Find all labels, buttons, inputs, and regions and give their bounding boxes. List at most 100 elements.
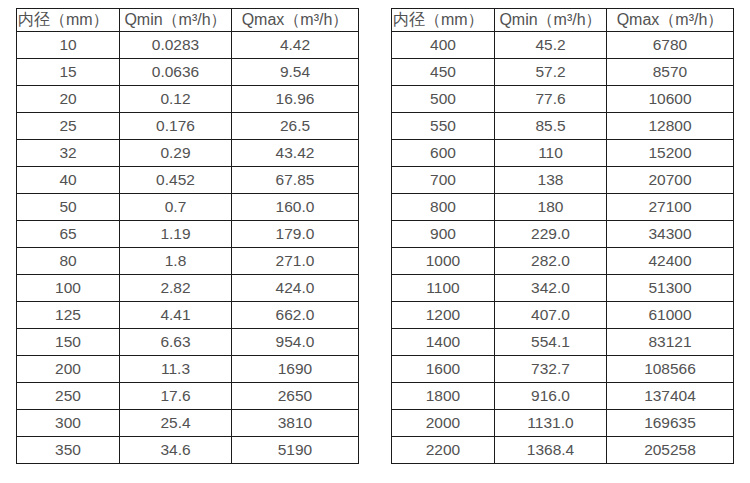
table-row: 200.1216.96 bbox=[17, 86, 359, 113]
table-row: 1002.82424.0 bbox=[17, 275, 359, 302]
qmax-cell: 3810 bbox=[232, 410, 359, 437]
diameter-cell: 100 bbox=[17, 275, 120, 302]
qmax-cell: 160.0 bbox=[232, 194, 359, 221]
qmax-cell: 83121 bbox=[607, 329, 734, 356]
qmax-cell: 662.0 bbox=[232, 302, 359, 329]
diameter-cell: 700 bbox=[392, 167, 495, 194]
table-row: 55085.512800 bbox=[392, 113, 734, 140]
qmin-cell: 0.0283 bbox=[120, 32, 232, 59]
flow-spec-table-small: 内径（mm）Qmin（m³/h）Qmax（m³/h）100.02834.4215… bbox=[16, 8, 359, 464]
diameter-cell: 1200 bbox=[392, 302, 495, 329]
column-header-qmin: Qmin（m³/h） bbox=[495, 9, 607, 32]
qmin-cell: 2.82 bbox=[120, 275, 232, 302]
diameter-cell: 300 bbox=[17, 410, 120, 437]
diameter-cell: 1800 bbox=[392, 383, 495, 410]
qmin-cell: 34.6 bbox=[120, 437, 232, 464]
diameter-cell: 15 bbox=[17, 59, 120, 86]
diameter-cell: 900 bbox=[392, 221, 495, 248]
table-row: 1400554.183121 bbox=[392, 329, 734, 356]
qmax-cell: 137404 bbox=[607, 383, 734, 410]
table-row: 801.8271.0 bbox=[17, 248, 359, 275]
qmin-cell: 916.0 bbox=[495, 383, 607, 410]
column-header-qmax: Qmax（m³/h） bbox=[232, 9, 359, 32]
qmin-cell: 732.7 bbox=[495, 356, 607, 383]
qmin-cell: 1.8 bbox=[120, 248, 232, 275]
qmin-cell: 17.6 bbox=[120, 383, 232, 410]
diameter-cell: 125 bbox=[17, 302, 120, 329]
qmax-cell: 4.42 bbox=[232, 32, 359, 59]
table-row: 900229.034300 bbox=[392, 221, 734, 248]
qmax-cell: 15200 bbox=[607, 140, 734, 167]
qmin-cell: 180 bbox=[495, 194, 607, 221]
qmax-cell: 1690 bbox=[232, 356, 359, 383]
qmax-cell: 16.96 bbox=[232, 86, 359, 113]
qmax-cell: 34300 bbox=[607, 221, 734, 248]
qmax-cell: 43.42 bbox=[232, 140, 359, 167]
qmin-cell: 4.41 bbox=[120, 302, 232, 329]
diameter-cell: 800 bbox=[392, 194, 495, 221]
qmin-cell: 229.0 bbox=[495, 221, 607, 248]
table-row: 100.02834.42 bbox=[17, 32, 359, 59]
diameter-cell: 450 bbox=[392, 59, 495, 86]
qmax-cell: 51300 bbox=[607, 275, 734, 302]
qmin-cell: 85.5 bbox=[495, 113, 607, 140]
qmax-cell: 108566 bbox=[607, 356, 734, 383]
qmax-cell: 9.54 bbox=[232, 59, 359, 86]
table-row: 20011.31690 bbox=[17, 356, 359, 383]
qmin-cell: 25.4 bbox=[120, 410, 232, 437]
qmin-cell: 138 bbox=[495, 167, 607, 194]
table-row: 651.19179.0 bbox=[17, 221, 359, 248]
table-row: 20001131.0169635 bbox=[392, 410, 734, 437]
qmax-cell: 271.0 bbox=[232, 248, 359, 275]
diameter-cell: 80 bbox=[17, 248, 120, 275]
qmin-cell: 57.2 bbox=[495, 59, 607, 86]
table-row: 1600732.7108566 bbox=[392, 356, 734, 383]
qmax-cell: 205258 bbox=[607, 437, 734, 464]
diameter-cell: 1600 bbox=[392, 356, 495, 383]
qmin-cell: 1131.0 bbox=[495, 410, 607, 437]
qmin-cell: 11.3 bbox=[120, 356, 232, 383]
qmax-cell: 179.0 bbox=[232, 221, 359, 248]
table-row: 45057.28570 bbox=[392, 59, 734, 86]
qmax-cell: 2650 bbox=[232, 383, 359, 410]
qmin-cell: 282.0 bbox=[495, 248, 607, 275]
qmax-cell: 424.0 bbox=[232, 275, 359, 302]
diameter-cell: 150 bbox=[17, 329, 120, 356]
diameter-cell: 550 bbox=[392, 113, 495, 140]
table-row: 250.17626.5 bbox=[17, 113, 359, 140]
diameter-cell: 1400 bbox=[392, 329, 495, 356]
diameter-cell: 2000 bbox=[392, 410, 495, 437]
column-header-qmin: Qmin（m³/h） bbox=[120, 9, 232, 32]
diameter-cell: 40 bbox=[17, 167, 120, 194]
table-row: 500.7160.0 bbox=[17, 194, 359, 221]
qmin-cell: 554.1 bbox=[495, 329, 607, 356]
diameter-cell: 32 bbox=[17, 140, 120, 167]
qmax-cell: 12800 bbox=[607, 113, 734, 140]
qmin-cell: 0.176 bbox=[120, 113, 232, 140]
diameter-cell: 350 bbox=[17, 437, 120, 464]
qmax-cell: 67.85 bbox=[232, 167, 359, 194]
table-row: 1000282.042400 bbox=[392, 248, 734, 275]
table-row: 400.45267.85 bbox=[17, 167, 359, 194]
diameter-cell: 25 bbox=[17, 113, 120, 140]
qmax-cell: 954.0 bbox=[232, 329, 359, 356]
qmin-cell: 0.7 bbox=[120, 194, 232, 221]
table-row: 80018027100 bbox=[392, 194, 734, 221]
diameter-cell: 50 bbox=[17, 194, 120, 221]
table-row: 30025.43810 bbox=[17, 410, 359, 437]
diameter-cell: 250 bbox=[17, 383, 120, 410]
qmin-cell: 0.0636 bbox=[120, 59, 232, 86]
qmin-cell: 77.6 bbox=[495, 86, 607, 113]
diameter-cell: 20 bbox=[17, 86, 120, 113]
table-row: 25017.62650 bbox=[17, 383, 359, 410]
diameter-cell: 600 bbox=[392, 140, 495, 167]
diameter-cell: 65 bbox=[17, 221, 120, 248]
table-row: 35034.65190 bbox=[17, 437, 359, 464]
qmin-cell: 342.0 bbox=[495, 275, 607, 302]
table-row: 150.06369.54 bbox=[17, 59, 359, 86]
diameter-cell: 400 bbox=[392, 32, 495, 59]
column-header-diameter: 内径（mm） bbox=[392, 9, 495, 32]
qmax-cell: 42400 bbox=[607, 248, 734, 275]
qmin-cell: 6.63 bbox=[120, 329, 232, 356]
table-row: 60011015200 bbox=[392, 140, 734, 167]
